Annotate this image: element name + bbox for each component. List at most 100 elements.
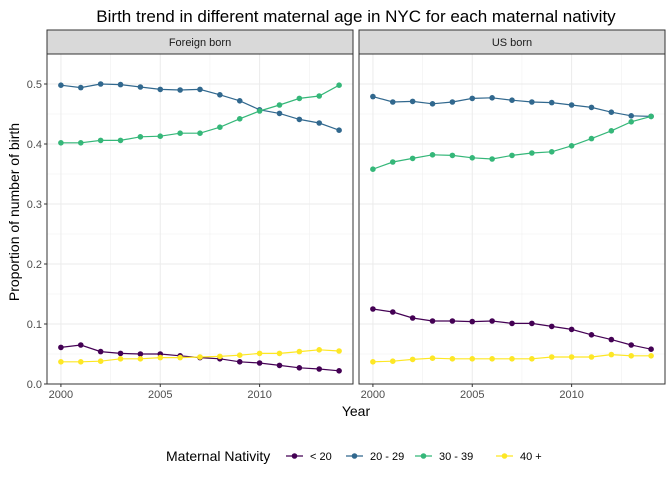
x-axis-title: Year	[342, 403, 371, 419]
data-point	[236, 359, 243, 365]
data-point	[58, 344, 64, 351]
data-point	[449, 356, 456, 362]
x-tick-label: 2000	[361, 389, 385, 401]
data-point	[370, 306, 376, 312]
data-point	[548, 323, 555, 330]
legend-title: Maternal Nativity	[166, 448, 270, 464]
data-point	[429, 152, 436, 158]
data-point	[449, 318, 456, 324]
x-tick-label: 2005	[460, 389, 484, 401]
data-point	[117, 350, 124, 357]
data-point	[157, 86, 164, 93]
legend-label: < 20	[310, 451, 332, 463]
legend-key-point	[420, 453, 427, 459]
y-tick-label: 0.1	[27, 319, 42, 331]
legend-key-point	[351, 453, 358, 459]
data-point	[336, 368, 342, 374]
data-point	[509, 356, 515, 362]
data-point	[509, 320, 515, 327]
gridlines	[47, 54, 353, 385]
data-point	[316, 347, 323, 353]
data-point	[276, 110, 283, 117]
data-point	[409, 356, 416, 363]
data-point	[449, 152, 456, 159]
series-20 - 29	[58, 81, 342, 133]
data-point	[236, 98, 243, 104]
y-tick-labels: 0.0 0.1 0.2 0.3 0.4 0.5	[27, 79, 42, 391]
data-point	[449, 99, 456, 105]
data-point	[489, 318, 495, 324]
data-point	[429, 355, 436, 362]
series-line	[372, 308, 652, 350]
data-point	[256, 360, 263, 366]
legend-items: < 20 20 - 29 30 - 39 40 +	[286, 451, 542, 463]
data-point	[97, 358, 104, 365]
data-point	[336, 127, 342, 133]
data-point	[197, 130, 203, 136]
data-point	[77, 140, 84, 146]
y-axis-title: Proportion of number of birth	[6, 123, 22, 301]
data-point	[177, 354, 183, 361]
facet-panel: Foreign born	[44, 29, 354, 387]
data-point	[529, 99, 535, 105]
series-< 20	[370, 306, 654, 353]
data-point	[97, 137, 104, 144]
data-point	[608, 336, 615, 343]
chart-title: Birth trend in different maternal age in…	[96, 7, 616, 26]
data-point	[469, 318, 476, 325]
data-point	[117, 356, 124, 362]
data-point	[177, 87, 183, 93]
facet-panels: Foreign born US born	[44, 29, 666, 387]
series-30 - 39	[370, 113, 654, 172]
data-point	[370, 166, 376, 172]
data-point	[77, 359, 84, 365]
series-40 +	[370, 351, 654, 365]
data-point	[316, 93, 323, 99]
data-point	[469, 95, 476, 102]
data-point	[58, 140, 64, 146]
data-point	[276, 362, 283, 369]
data-point	[628, 342, 635, 348]
legend-key-point	[291, 453, 298, 459]
data-point	[117, 81, 124, 88]
legend-label: 40 +	[520, 451, 542, 463]
data-point	[256, 108, 263, 114]
legend-item: 30 - 39	[415, 451, 473, 463]
data-point	[529, 320, 535, 327]
series-40 +	[58, 347, 342, 365]
panel-border	[358, 53, 666, 385]
data-point	[316, 120, 323, 126]
data-point	[296, 365, 303, 371]
y-tick-label: 0.0	[27, 379, 42, 391]
x-tick-label: 2000	[49, 389, 73, 401]
data-point	[58, 82, 64, 88]
x-tick-label: 2005	[148, 389, 172, 401]
data-point	[217, 353, 223, 360]
legend-label: 20 - 29	[370, 451, 404, 463]
data-point	[429, 101, 436, 107]
data-point	[137, 134, 144, 140]
data-point	[256, 350, 263, 357]
x-tick-label: 2010	[247, 389, 271, 401]
data-point	[489, 95, 495, 101]
data-point	[177, 130, 183, 136]
data-point	[117, 137, 124, 144]
facet-strip-label: Foreign born	[169, 37, 231, 49]
legend-key-point	[501, 453, 508, 459]
data-point	[409, 155, 416, 162]
data-point	[628, 353, 635, 359]
data-point	[197, 354, 203, 360]
data-point	[568, 143, 575, 149]
data-point	[137, 351, 144, 357]
data-point	[157, 354, 164, 361]
data-point	[97, 81, 104, 87]
data-point	[409, 98, 416, 105]
data-point	[509, 97, 515, 103]
data-point	[469, 155, 476, 161]
data-point	[588, 354, 595, 360]
data-point	[316, 366, 323, 372]
data-point	[648, 113, 654, 120]
data-point	[588, 332, 595, 338]
data-point	[296, 95, 303, 102]
